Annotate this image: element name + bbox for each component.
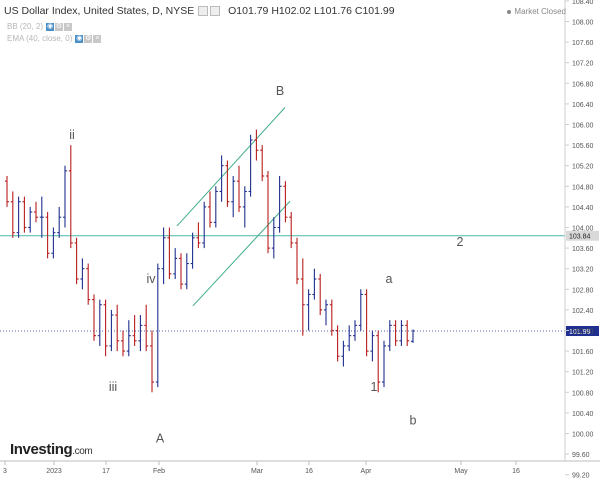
- y-tick-label: 101.60: [572, 349, 594, 356]
- y-tick-label: 104.40: [572, 205, 594, 212]
- ohlc-readout: O101.79 H102.02 L101.76 C101.99: [228, 5, 395, 17]
- wave-label-b: b: [410, 414, 417, 428]
- x-tick-label: 2023: [46, 468, 62, 475]
- y-tick-label: 100.80: [572, 390, 594, 397]
- horizontal-level-line: 103.84: [0, 230, 599, 241]
- wave-label-ii: ii: [69, 128, 75, 142]
- wave-label-iii: iii: [109, 380, 117, 394]
- x-tick-label: 16: [512, 468, 520, 475]
- high-value: 102.02: [278, 5, 312, 17]
- x-tick-label: Apr: [361, 468, 373, 475]
- wave-label-2: 2: [457, 235, 464, 249]
- y-tick-label: 102.40: [572, 308, 594, 315]
- y-tick-label: 107.20: [572, 61, 594, 68]
- wave-label-1: 1: [371, 380, 378, 394]
- x-tick-label: 16: [305, 468, 313, 475]
- y-tick-label: 103.20: [572, 267, 594, 274]
- x-tick-label: 3: [3, 468, 7, 475]
- open-value: 101.79: [236, 5, 269, 17]
- y-tick-label: 105.60: [572, 143, 594, 150]
- indicator-bb[interactable]: BB (20, 2) ◉ ⚙ ×: [7, 22, 73, 31]
- symbol-title[interactable]: US Dollar Index, United States, D, NYSE: [4, 5, 195, 17]
- x-axis: 3 2023 17 Feb Mar 16 Apr May 16: [0, 460, 600, 475]
- close-icon[interactable]: ×: [93, 34, 102, 43]
- y-tick-label: 106.40: [572, 102, 594, 109]
- compare-icon[interactable]: [210, 6, 221, 17]
- last-price-line: 101.99: [0, 326, 599, 337]
- settings-icon[interactable]: [198, 6, 209, 17]
- y-tick-label: 103.60: [572, 246, 594, 253]
- wave-label-iv: iv: [146, 272, 156, 286]
- status-dot-icon: [507, 9, 512, 14]
- x-tick-label: Mar: [251, 468, 264, 475]
- settings-gear-icon[interactable]: ⚙: [84, 34, 93, 43]
- chart-header: US Dollar Index, United States, D, NYSE …: [4, 5, 395, 17]
- y-tick-label: 100.00: [572, 432, 594, 439]
- y-tick-label: 99.60: [572, 452, 590, 459]
- x-tick-label: May: [454, 468, 468, 475]
- x-tick-label: Feb: [153, 468, 165, 475]
- wave-label-A: A: [156, 432, 165, 446]
- investing-logo: Investing.com: [10, 441, 93, 458]
- last-price-label: 101.99: [569, 329, 591, 336]
- channel-upper-line: [176, 107, 286, 227]
- low-value: 101.76: [319, 5, 352, 17]
- y-tick-label: 104.00: [572, 226, 594, 233]
- market-status: Market Closed: [507, 7, 566, 16]
- indicator-ema[interactable]: EMA (40, close, 0) ◉ ⚙ ×: [7, 34, 102, 43]
- y-tick-label: 100.40: [572, 411, 594, 418]
- indicator-bb-label: BB (20, 2): [7, 22, 44, 31]
- y-tick-label: 108.00: [572, 20, 594, 27]
- y-tick-label: 106.80: [572, 81, 594, 88]
- y-tick-label: 108.40: [572, 0, 594, 6]
- level-price-box: [566, 230, 599, 241]
- y-tick-label: 101.20: [572, 370, 594, 377]
- y-tick-label: 99.20: [572, 473, 590, 479]
- x-tick-label: 17: [102, 468, 110, 475]
- last-price-box: [566, 326, 599, 337]
- wave-label-a: a: [386, 272, 393, 286]
- wave-label-B: B: [276, 84, 284, 98]
- y-tick-label: 104.80: [572, 184, 594, 191]
- eye-icon[interactable]: ◉: [46, 22, 55, 31]
- y-tick-label: 102.00: [572, 329, 594, 336]
- settings-gear-icon[interactable]: ⚙: [55, 22, 64, 31]
- eye-icon[interactable]: ◉: [75, 34, 84, 43]
- y-tick-label: 107.60: [572, 40, 594, 47]
- close-icon[interactable]: ×: [64, 22, 73, 31]
- level-price-label: 103.84: [569, 234, 591, 241]
- indicator-ema-label: EMA (40, close, 0): [7, 34, 73, 43]
- y-tick-label: 105.20: [572, 164, 594, 171]
- close-value: 101.99: [362, 5, 395, 17]
- y-tick-label: 102.80: [572, 287, 594, 294]
- y-tick-label: 106.00: [572, 123, 594, 130]
- price-bars: [5, 129, 415, 393]
- y-axis: 99.20 99.60 100.00 100.40 100.80 101.20 101.60…: [564, 0, 594, 479]
